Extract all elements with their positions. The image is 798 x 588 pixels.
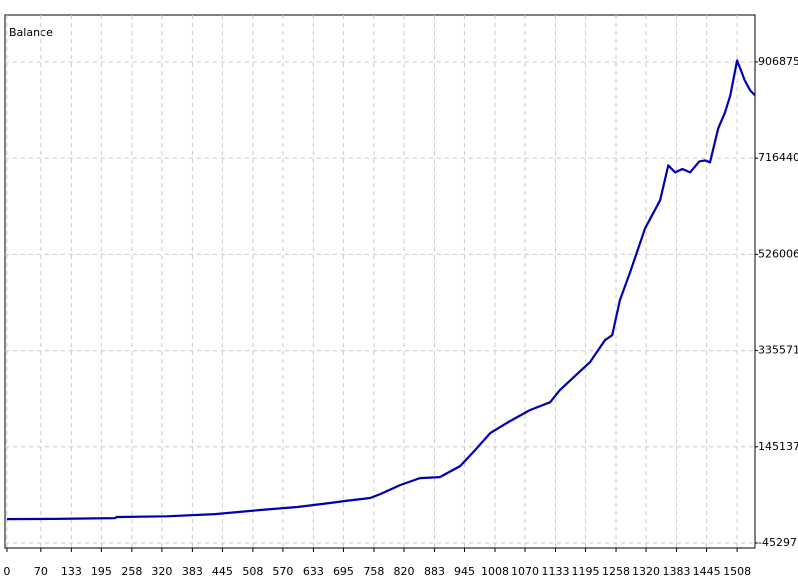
x-tick-label: 195 [91,565,112,578]
x-tick-label: 1070 [511,565,539,578]
x-tick-label: 633 [303,565,324,578]
x-tick-label: 1445 [693,565,721,578]
x-tick-label: 820 [393,565,414,578]
x-tick-label: 1320 [632,565,660,578]
x-tick-label: 70 [34,565,48,578]
y-tick-label: 3355717 [758,344,798,357]
y-tick-label: 5260063 [758,247,798,260]
y-tick-label: 1451371 [758,440,798,453]
x-tick-label: 508 [242,565,263,578]
x-tick-label: 1195 [572,565,600,578]
x-tick-label: 695 [333,565,354,578]
x-tick-label: 570 [272,565,293,578]
x-tick-label: 883 [424,565,445,578]
y-tick-label: 7164408 [758,151,798,164]
x-tick-label: 1258 [602,565,630,578]
y-tick-label: -452975 [758,536,798,549]
x-tick-label: 258 [121,565,142,578]
x-tick-label: 383 [182,565,203,578]
x-tick-label: 320 [151,565,172,578]
y-tick-label: 9068754 [758,55,798,68]
x-tick-label: 945 [454,565,475,578]
x-tick-label: 133 [61,565,82,578]
x-tick-label: 0 [3,565,10,578]
x-tick-label: 1008 [481,565,509,578]
x-tick-label: 1508 [723,565,751,578]
chart-title: Balance [9,26,53,39]
balance-line [6,59,756,521]
x-tick-label: 445 [212,565,233,578]
x-tick-label: 1133 [542,565,570,578]
x-tick-label: 1383 [663,565,691,578]
x-tick-label: 758 [363,565,384,578]
plot-frame [4,14,756,549]
